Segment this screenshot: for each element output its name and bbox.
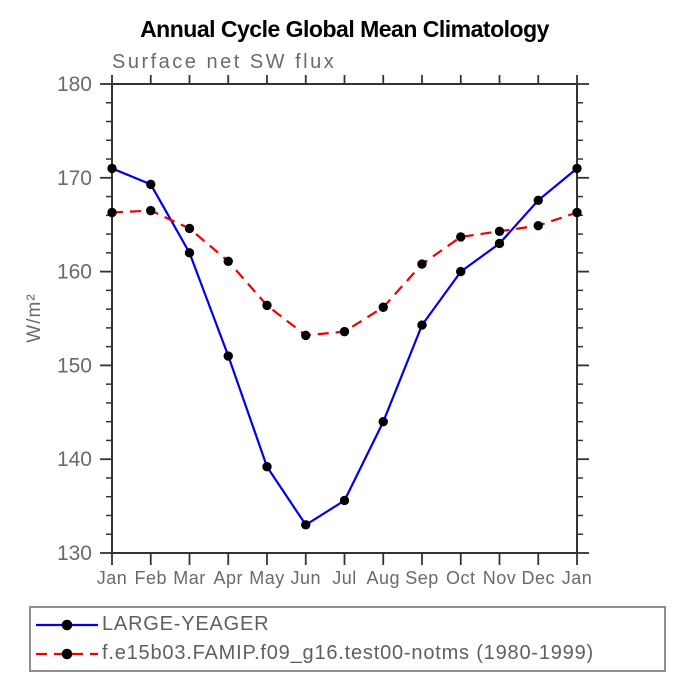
legend-label-large-yeager: LARGE-YEAGER	[102, 613, 270, 635]
series-line-f-e15b03-famip-f09-g16-test00-notms-1980-1999	[111, 209, 578, 337]
data-point-f-e15b03-famip-f09-g16-test00-notms-1980-1999	[494, 226, 505, 236]
chart-title: Annual Cycle Global Mean Climatology	[140, 16, 549, 42]
y-tick-label: 180	[57, 73, 92, 96]
data-point-f-e15b03-famip-f09-g16-test00-notms-1980-1999	[339, 326, 350, 337]
data-point-large-yeager	[494, 238, 505, 249]
data-point-f-e15b03-famip-f09-g16-test00-notms-1980-1999	[107, 207, 117, 218]
x-tick-label: Apr	[213, 568, 243, 588]
y-tick-label: 140	[57, 448, 92, 471]
y-tick-label: 170	[57, 167, 92, 190]
chart-subtitle: Surface net SW flux	[112, 51, 337, 73]
series-line-large-yeager	[111, 167, 578, 527]
data-point-f-e15b03-famip-f09-g16-test00-notms-1980-1999	[262, 300, 272, 311]
data-point-large-yeager	[378, 416, 388, 427]
data-point-large-yeager	[572, 163, 582, 174]
y-tick-label: 150	[57, 354, 92, 377]
y-axis-title: W/m²	[24, 293, 45, 342]
x-tick-label: Mar	[173, 568, 206, 588]
legend-line-sample-dashed	[36, 648, 98, 659]
x-tick-label: Feb	[134, 568, 167, 588]
x-tick-label: May	[249, 568, 285, 588]
x-tick-label: Nov	[483, 568, 517, 588]
legend-sample-marker	[61, 619, 73, 630]
x-tick-label: Jul	[332, 568, 357, 588]
legend-item-large-yeager: LARGE-YEAGER	[34, 610, 664, 639]
data-point-large-yeager	[262, 462, 272, 472]
data-point-f-e15b03-famip-f09-g16-test00-notms-1980-1999	[572, 207, 582, 218]
legend-sample-marker	[61, 648, 73, 659]
data-point-f-e15b03-famip-f09-g16-test00-notms-1980-1999	[533, 220, 543, 231]
data-point-f-e15b03-famip-f09-g16-test00-notms-1980-1999	[223, 256, 233, 266]
legend-label-model-run: f.e15b03.FAMIP.f09_g16.test00-notms (198…	[102, 642, 594, 664]
x-tick-label: Sep	[405, 568, 439, 588]
data-point-f-e15b03-famip-f09-g16-test00-notms-1980-1999	[378, 302, 388, 312]
data-point-large-yeager	[223, 351, 233, 361]
x-tick-label: Jan	[97, 568, 128, 588]
legend-item-model-run: f.e15b03.FAMIP.f09_g16.test00-notms (198…	[34, 639, 664, 668]
plot-area: Jan Feb Mar Apr May Jun Jul Aug Sep Oct Nov Dec Jan1…	[24, 73, 593, 588]
data-point-large-yeager	[184, 248, 195, 258]
data-point-large-yeager	[301, 520, 311, 530]
legend-line-sample-solid	[36, 619, 98, 630]
y-tick-label: 160	[57, 261, 92, 284]
data-point-large-yeager	[146, 179, 156, 190]
data-point-f-e15b03-famip-f09-g16-test00-notms-1980-1999	[456, 232, 466, 242]
x-tick-label: Aug	[366, 568, 400, 588]
x-tick-label: Dec	[521, 568, 555, 588]
data-point-f-e15b03-famip-f09-g16-test00-notms-1980-1999	[301, 330, 311, 341]
y-tick-label: 130	[57, 542, 92, 565]
data-point-f-e15b03-famip-f09-g16-test00-notms-1980-1999	[146, 205, 156, 216]
x-tick-label: Jan	[562, 568, 593, 588]
data-point-f-e15b03-famip-f09-g16-test00-notms-1980-1999	[417, 259, 427, 269]
data-point-large-yeager	[107, 163, 117, 174]
data-point-large-yeager	[339, 495, 350, 506]
data-point-large-yeager	[417, 320, 427, 330]
data-point-large-yeager	[533, 195, 543, 206]
x-tick-label: Jun	[290, 568, 321, 588]
data-point-f-e15b03-famip-f09-g16-test00-notms-1980-1999	[184, 223, 195, 234]
x-tick-label: Oct	[446, 568, 476, 588]
data-point-large-yeager	[456, 266, 466, 277]
legend-box: LARGE-YEAGER f.e15b03.FAMIP.f09_g16.test…	[29, 606, 666, 672]
